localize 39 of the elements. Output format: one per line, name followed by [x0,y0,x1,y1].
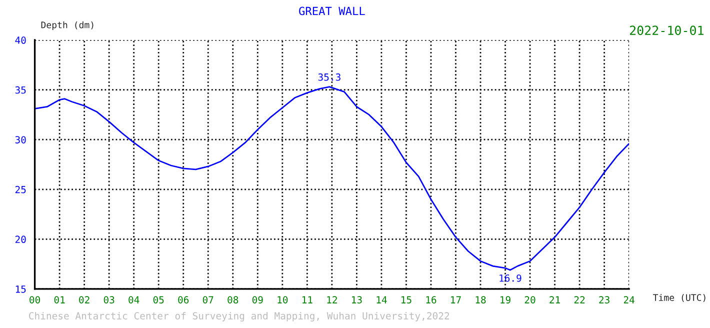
chart-title: GREAT WALL [299,6,365,16]
text: 2022-10-01 [630,26,704,36]
x-tick-label: 14 [376,296,387,304]
annotation: 35.3 [318,73,340,81]
line-series [34,86,630,271]
x-tick-label: 15 [402,296,412,304]
x-tick-label: 20 [524,296,536,304]
y-axis-title: Depth (dm) [41,21,94,30]
x-axis-title: Time (UTC) [653,294,706,302]
y-tick-label: 15 [16,286,26,293]
y-tick-label: 30 [15,136,26,144]
y-tick-label: 20 [15,236,26,244]
x-tick-label: 19 [500,296,510,304]
x-tick-label: 01 [54,296,65,304]
text: Chinese Antarctic Center of Surveying and Mapping, Wuhan University,2022 [29,312,450,322]
y-tick-label: 35 [15,86,26,94]
x-tick-label: 16 [426,296,436,304]
y-tick-label: 25 [15,186,26,194]
x-tick-label: 04 [128,296,140,304]
x-tick-label: 07 [202,296,214,304]
x-tick-label: 05 [153,296,164,304]
x-tick-label: 23 [599,296,610,304]
y-tick-label: 40 [15,36,26,44]
x-tick-label: 10 [278,296,288,304]
x-tick-label: 18 [476,296,486,304]
x-tick-label: 09 [252,296,263,304]
x-tick-label: 00 [30,296,40,304]
x-tick-label: 03 [104,296,114,304]
x-tick-label: 17 [451,296,461,304]
x-tick-label: 21 [550,296,560,304]
x-tick-label: 24 [624,296,634,304]
x-tick-label: 13 [352,296,362,304]
x-tick-label: 12 [327,296,337,304]
x-tick-label: 11 [302,296,312,304]
x-tick-label: 02 [79,296,90,304]
x-tick-label: 22 [574,296,585,304]
x-tick-label: 08 [228,296,238,304]
annotation: 16.9 [500,274,522,282]
x-tick-label: 06 [178,296,189,304]
